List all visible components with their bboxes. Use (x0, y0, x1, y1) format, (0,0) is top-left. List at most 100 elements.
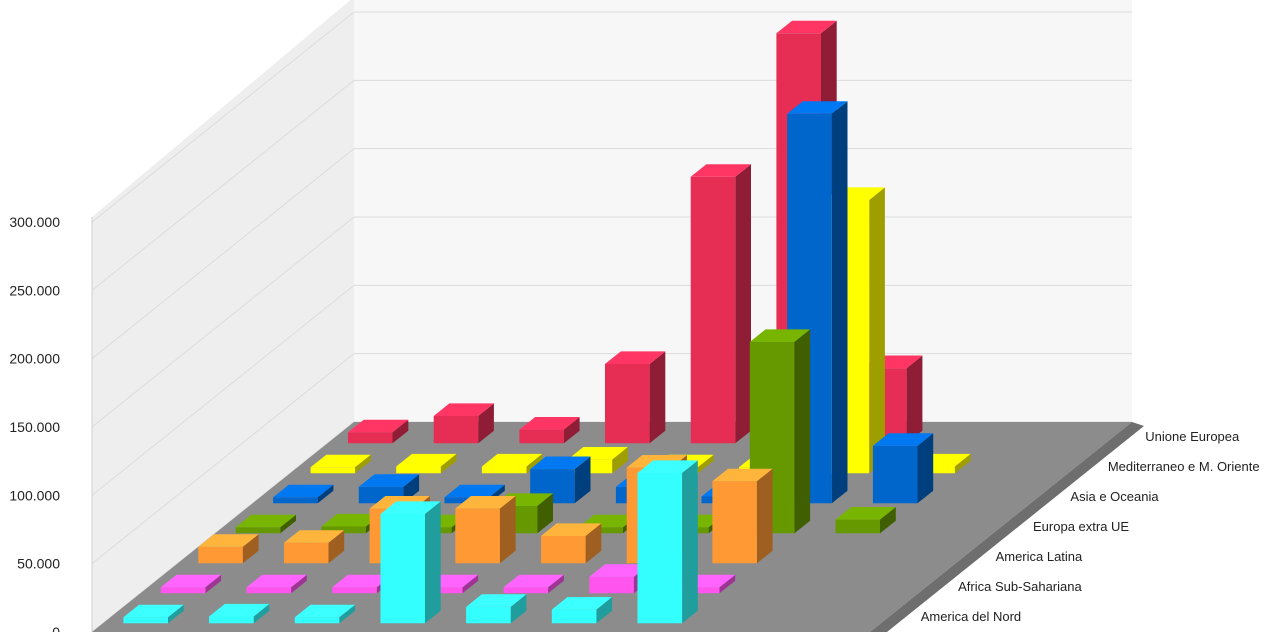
bar-top (589, 564, 650, 577)
bar-front (123, 617, 168, 624)
bar-side (756, 468, 773, 564)
bar-side (328, 530, 345, 564)
bar-front (294, 617, 340, 624)
bar-front (481, 466, 527, 474)
bar-top (466, 594, 527, 607)
bar-top (444, 484, 505, 498)
y-tick-label: 50.000 (17, 556, 60, 572)
series-label: Unione Europea (1145, 429, 1240, 444)
bar (294, 604, 356, 624)
bar-front (433, 416, 479, 444)
bar-front (541, 536, 586, 564)
bar-front (246, 587, 292, 594)
side-gridline (91, 353, 355, 565)
bar (123, 604, 184, 624)
bar-side (205, 574, 222, 594)
bar (541, 523, 602, 564)
bar (433, 403, 494, 444)
bar-side (794, 329, 811, 534)
bar (551, 597, 613, 624)
bar-side (831, 101, 848, 504)
bar-side (291, 574, 307, 594)
bar-top (567, 447, 628, 460)
side-gridline (91, 148, 355, 360)
bar-front (284, 542, 329, 564)
bar (835, 507, 896, 534)
side-gridline (91, 79, 355, 291)
bar (530, 456, 591, 504)
y-tick-label: 150.000 (9, 419, 60, 435)
bar-top (235, 514, 296, 528)
series-label: America Latina (996, 549, 1083, 564)
bar-side (574, 456, 591, 504)
bar-front (637, 473, 683, 624)
bar-front (605, 364, 650, 444)
bar-top (637, 460, 698, 473)
bar-front (589, 576, 634, 594)
bar-side (355, 454, 371, 474)
bar-front (872, 445, 918, 504)
bar (235, 514, 296, 534)
bar (160, 574, 222, 594)
y-tick-label: 100.000 (9, 487, 60, 503)
bar-side (649, 351, 666, 444)
bar-side (869, 187, 885, 474)
bar-top (246, 574, 307, 588)
bar-top (541, 523, 602, 536)
bar-side (440, 453, 457, 474)
bar-front (209, 616, 254, 624)
bar-top (273, 484, 334, 498)
bar-top (872, 433, 934, 446)
side-gridline (91, 284, 355, 496)
bar (310, 454, 371, 474)
bar-side (563, 417, 580, 444)
floor-edge (870, 422, 1144, 632)
bar-top (123, 604, 184, 618)
bar-front (466, 606, 511, 624)
bar-side (510, 594, 527, 624)
bar-front (519, 429, 564, 444)
bar-front (396, 466, 441, 474)
bar-top (481, 453, 543, 467)
bar-top (519, 417, 580, 430)
bar-top (332, 574, 393, 588)
bar-top (455, 496, 516, 509)
bar-front (160, 587, 206, 594)
bar (519, 417, 580, 444)
bar-top (835, 507, 896, 520)
bar-side (392, 419, 409, 444)
series-label: Mediterraneo e M. Oriente (1108, 459, 1260, 474)
bar-side (917, 433, 934, 504)
bar-front (380, 514, 425, 624)
bar-top (749, 329, 811, 342)
bar-top (776, 20, 837, 34)
bar-side (735, 164, 751, 444)
bar-side (612, 447, 628, 474)
bar-side (537, 493, 553, 534)
bar-front (332, 587, 377, 594)
y-tick-label: 200.000 (9, 351, 60, 367)
bar-side (462, 574, 479, 594)
bar-side (596, 597, 613, 624)
side-gridline (91, 216, 355, 428)
side-gridline (91, 11, 355, 223)
bar-top (358, 474, 420, 487)
bar-top (284, 530, 345, 543)
bar-top (503, 574, 564, 588)
bar-front (348, 432, 393, 444)
bar (690, 164, 751, 444)
bar (481, 453, 543, 474)
bar-top (551, 597, 613, 610)
bar (246, 574, 307, 594)
bar-side (697, 454, 714, 474)
bar-top (294, 604, 356, 618)
bar (396, 453, 457, 474)
bar-top (690, 164, 751, 177)
bar-front (273, 497, 318, 504)
bar-side (682, 460, 698, 624)
bar-top (605, 351, 666, 364)
bar-top (209, 603, 270, 617)
bar-side (425, 501, 441, 624)
bar (455, 496, 516, 564)
